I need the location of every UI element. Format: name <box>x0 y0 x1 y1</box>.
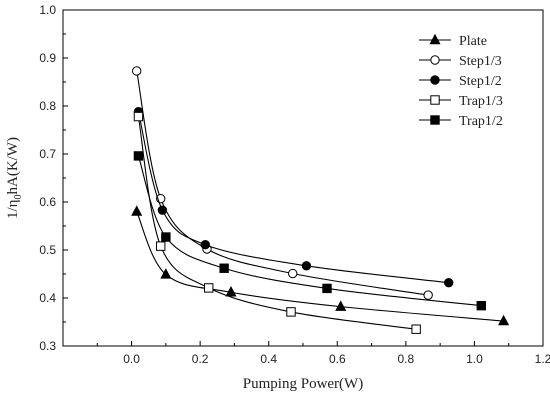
y-axis-title-rest: hA(K/W) <box>5 137 21 194</box>
data-point-trap1-3 <box>156 241 166 251</box>
y-tick-label: 0.8 <box>39 99 56 113</box>
data-point-step1-2 <box>444 277 454 288</box>
legend-label-trap1-2: Trap1/2 <box>459 114 503 129</box>
legend-item-trap1-3: Trap1/3 <box>419 94 503 109</box>
data-point-trap1-2 <box>133 151 144 161</box>
series-step1-2 <box>133 107 454 288</box>
data-point-plate <box>131 205 143 216</box>
x-tick-label: 0.6 <box>329 352 346 366</box>
legend-label-step1-3: Step1/3 <box>459 54 502 69</box>
axes: 0.0 0.2 0.4 0.6 0.8 1.0 1.2 0.3 0.4 0.5 0.6 0.7 0.8 0… <box>39 3 550 366</box>
data-point-step1-3 <box>423 290 433 300</box>
legend-marker-step1-2 <box>430 75 440 85</box>
y-tick-label: 0.6 <box>39 195 56 209</box>
series-line-trap1-2 <box>137 155 482 307</box>
y-tick-label: 0.5 <box>39 243 56 257</box>
data-point-trap1-3 <box>286 307 296 317</box>
x-tick-label: 0.8 <box>398 352 415 366</box>
data-point-plate <box>160 268 172 279</box>
legend-label-plate: Plate <box>459 34 487 49</box>
data-point-step1-3 <box>132 66 142 76</box>
legend-label-trap1-3: Trap1/3 <box>459 94 503 109</box>
series-line-plate <box>136 211 504 322</box>
y-tick-label: 0.9 <box>39 51 56 65</box>
data-point-step1-2 <box>157 205 168 215</box>
y-axis-title-sub: 0 <box>13 194 24 199</box>
legend-marker-step1-3 <box>430 55 440 65</box>
x-tick-label: 0.2 <box>192 352 209 366</box>
legend-marker-trap1-2 <box>430 115 440 125</box>
data-point-plate <box>335 300 347 311</box>
series-trap1-3 <box>133 111 421 334</box>
data-point-trap1-2 <box>322 283 332 294</box>
legend-marker-plate <box>429 33 441 45</box>
series-trap1-2 <box>133 151 486 311</box>
series-line-step1-2 <box>137 111 449 284</box>
data-point-trap1-3 <box>133 111 144 122</box>
data-point-trap1-3 <box>204 283 214 293</box>
x-tick-label: 0.4 <box>260 352 277 366</box>
legend-item-plate: Plate <box>419 33 487 49</box>
x-tick-label: 0.0 <box>123 352 140 366</box>
data-point-plate <box>225 285 237 297</box>
data-point-trap1-2 <box>476 300 486 311</box>
series-line-trap1-3 <box>137 116 417 330</box>
x-tick-label: 1.2 <box>535 352 550 366</box>
legend-label-step1-2: Step1/2 <box>459 74 502 89</box>
data-point-plate <box>498 314 510 326</box>
y-tick-label: 0.3 <box>39 339 56 353</box>
data-point-step1-3 <box>288 268 298 279</box>
y-axis-title-main: 1/η <box>5 199 21 219</box>
y-tick-label: 0.4 <box>39 291 56 305</box>
series-plate <box>131 205 510 326</box>
legend-item-step1-2: Step1/2 <box>419 74 502 89</box>
x-tick-label: 1.0 <box>466 352 483 366</box>
series-step1-3 <box>132 66 433 300</box>
data-point-trap1-2 <box>219 263 229 273</box>
y-tick-label: 1.0 <box>39 3 56 17</box>
y-axis-title: 1/η0hA(K/W) <box>5 137 24 219</box>
legend: Plate Step1/3 Step1/2 Trap1/3 Trap1/2 <box>419 33 503 129</box>
legend-marker-trap1-3 <box>430 95 440 105</box>
legend-item-step1-3: Step1/3 <box>419 54 502 69</box>
x-axis-title: Pumping Power(W) <box>243 376 363 392</box>
data-point-step1-2 <box>301 261 312 271</box>
data-point-trap1-3 <box>411 324 421 334</box>
data-point-step1-2 <box>200 240 210 250</box>
data-point-trap1-2 <box>161 232 171 242</box>
series-layer <box>131 66 510 334</box>
legend-item-trap1-2: Trap1/2 <box>419 114 503 129</box>
y-tick-label: 0.7 <box>39 147 56 161</box>
